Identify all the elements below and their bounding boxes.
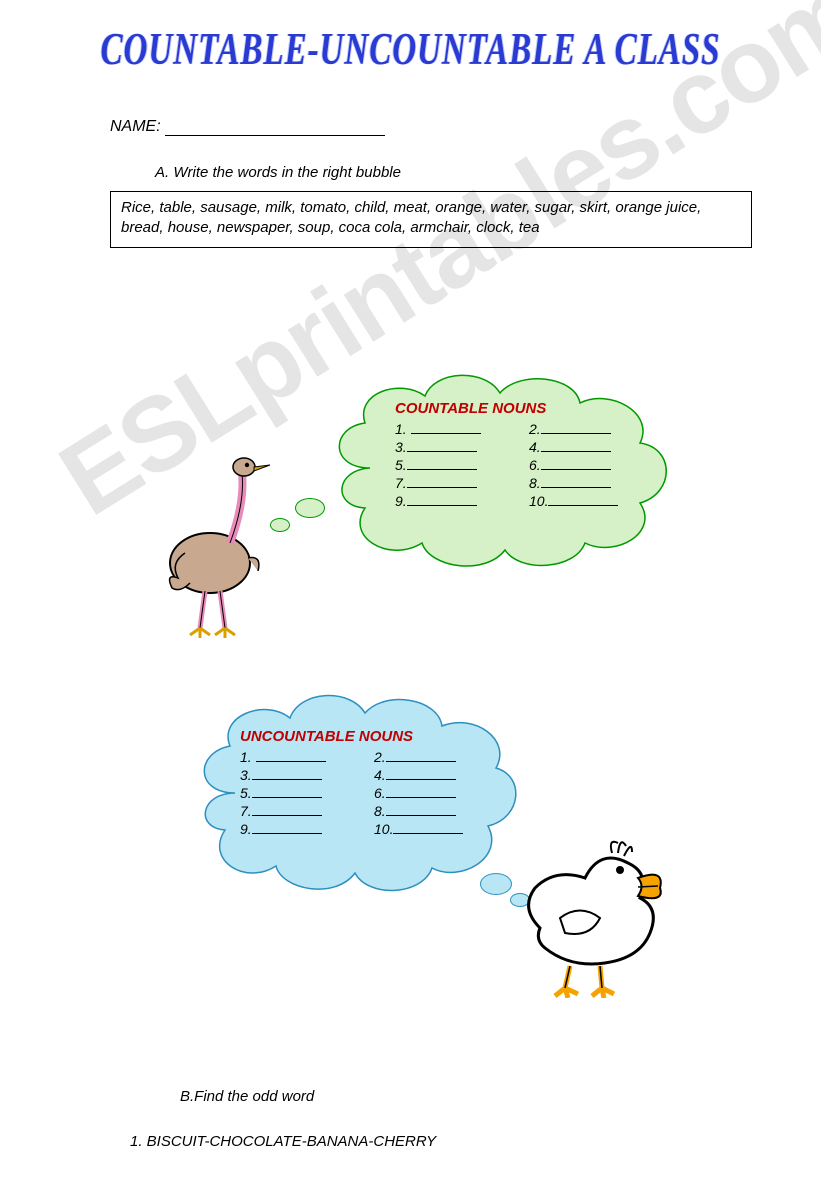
blank-item[interactable]: 10. — [374, 821, 490, 837]
odd-word-question-1: 1. BISCUIT-CHOCOLATE-BANANA-CHERRY — [130, 1133, 436, 1150]
countable-cloud: COUNTABLE NOUNS 1. 2. 3. 4. 5. 6. 7. 8. … — [310, 358, 680, 578]
page-title: COUNTABLE-UNCOUNTABLE A CLASS — [33, 23, 788, 76]
blank-item[interactable]: 9. — [395, 493, 511, 509]
uncountable-title: UNCOUNTABLE NOUNS — [240, 728, 490, 745]
blank-item[interactable]: 7. — [395, 475, 511, 491]
name-input-blank[interactable] — [165, 121, 385, 136]
blank-item[interactable]: 4. — [374, 767, 490, 783]
blank-item[interactable]: 9. — [240, 821, 356, 837]
uncountable-cloud: UNCOUNTABLE NOUNS 1. 2. 3. 4. 5. 6. 7. 8… — [180, 678, 520, 908]
blank-item[interactable]: 2. — [374, 749, 490, 765]
countable-blanks: 1. 2. 3. 4. 5. 6. 7. 8. 9. 10. — [395, 421, 645, 509]
thought-trail-icon — [295, 498, 325, 518]
blank-item[interactable]: 6. — [374, 785, 490, 801]
countable-content: COUNTABLE NOUNS 1. 2. 3. 4. 5. 6. 7. 8. … — [395, 400, 645, 509]
blank-item[interactable]: 8. — [374, 803, 490, 819]
uncountable-content: UNCOUNTABLE NOUNS 1. 2. 3. 4. 5. 6. 7. 8… — [240, 728, 490, 837]
blank-item[interactable]: 10. — [529, 493, 645, 509]
blank-item[interactable]: 1. — [240, 749, 356, 765]
blank-item[interactable]: 3. — [240, 767, 356, 783]
blank-item[interactable]: 8. — [529, 475, 645, 491]
uncountable-blanks: 1. 2. 3. 4. 5. 6. 7. 8. 9. 10. — [240, 749, 490, 837]
blank-item[interactable]: 5. — [395, 457, 511, 473]
instruction-a: A. Write the words in the right bubble — [155, 164, 821, 181]
word-bank-box: Rice, table, sausage, milk, tomato, chil… — [110, 191, 752, 248]
ostrich-icon — [150, 443, 290, 643]
name-label: NAME: — [110, 118, 161, 135]
blank-item[interactable]: 7. — [240, 803, 356, 819]
instruction-b: B.Find the odd word — [180, 1088, 314, 1105]
blank-item[interactable]: 2. — [529, 421, 645, 437]
blank-item[interactable]: 4. — [529, 439, 645, 455]
blank-item[interactable]: 5. — [240, 785, 356, 801]
blank-item[interactable]: 1. — [395, 421, 511, 437]
countable-title: COUNTABLE NOUNS — [395, 400, 645, 417]
name-field-row: NAME: — [110, 118, 821, 136]
blank-item[interactable]: 6. — [529, 457, 645, 473]
duck-icon — [500, 808, 670, 998]
blank-item[interactable]: 3. — [395, 439, 511, 455]
